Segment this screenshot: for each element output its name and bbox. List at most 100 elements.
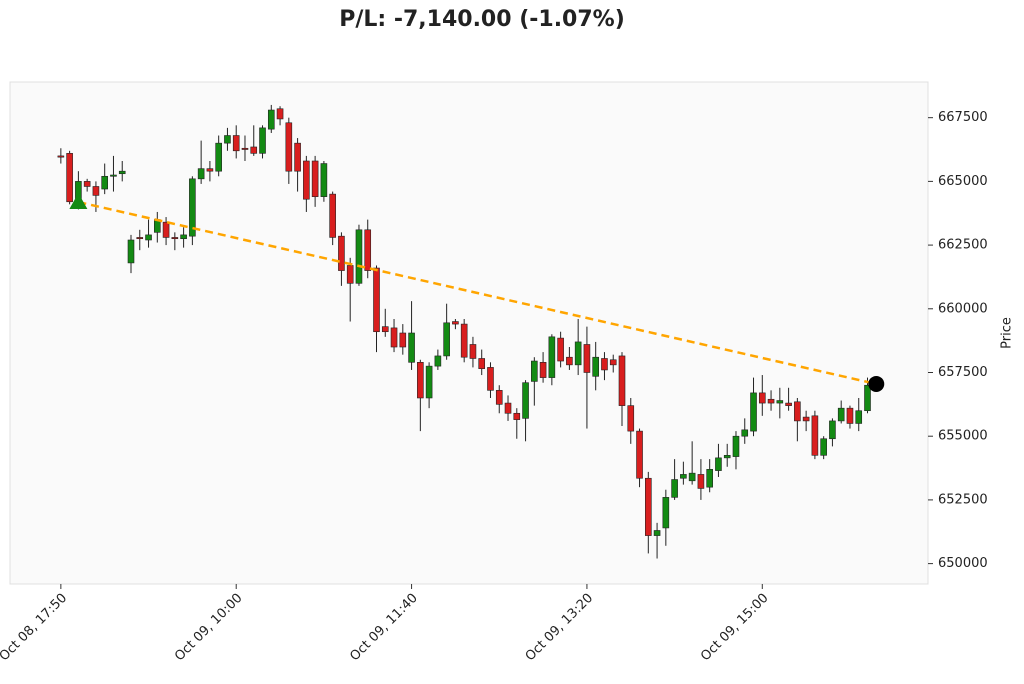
candle-body	[601, 358, 608, 371]
candle-body	[487, 367, 494, 391]
candle-body	[697, 474, 705, 489]
x-tick-label: Oct 09, 10:00	[172, 591, 245, 664]
candle-body	[259, 127, 266, 154]
candle-body	[829, 420, 836, 440]
candle-body	[92, 186, 100, 196]
candle-body	[425, 365, 433, 399]
candle-body	[609, 359, 617, 366]
candle-body	[189, 178, 196, 237]
candle-body	[723, 455, 731, 459]
y-tick-label: 662500	[938, 238, 988, 253]
y-tick-label: 652500	[938, 492, 988, 507]
candle-body	[539, 362, 547, 378]
candle-body	[180, 234, 187, 240]
candle-body	[671, 479, 678, 498]
candle-body	[241, 147, 249, 150]
candle-body	[548, 336, 556, 378]
candle-body	[794, 401, 801, 422]
candle-body	[645, 477, 652, 536]
candle-body	[557, 337, 564, 362]
candle-body	[206, 168, 214, 172]
candle-body	[680, 474, 687, 479]
candle-body	[776, 400, 784, 404]
y-tick-label: 667500	[938, 110, 988, 125]
candle-body	[329, 193, 336, 238]
candle-body	[145, 234, 152, 241]
candle-body	[864, 384, 871, 412]
candle-body	[452, 321, 459, 325]
candle-body	[162, 221, 170, 238]
x-tick-label: Oct 09, 13:20	[523, 591, 596, 664]
candle-body	[820, 438, 827, 456]
candle-body	[267, 109, 275, 130]
candle-body	[338, 235, 345, 271]
y-tick-label: 665000	[938, 174, 988, 189]
candle-body	[390, 327, 398, 348]
x-tick-label: Oct 08, 17:50	[0, 591, 70, 664]
candle-body	[460, 323, 468, 358]
candle-body	[399, 332, 407, 348]
candle-body	[303, 160, 310, 200]
trade-line	[78, 200, 877, 386]
candle-body	[662, 497, 670, 529]
candle-body	[408, 332, 415, 363]
candle-body	[373, 267, 380, 333]
candle-body	[566, 356, 573, 366]
plot-area	[9, 81, 929, 585]
exit-marker	[868, 375, 885, 392]
candle-body	[250, 146, 258, 154]
candle-body	[846, 407, 854, 424]
candle-body	[767, 398, 775, 404]
candle-body	[311, 160, 319, 197]
y-axis-label: Price	[1000, 317, 1015, 349]
candle-body	[758, 392, 766, 404]
candle-body	[320, 163, 328, 197]
candle-body	[346, 265, 354, 284]
candle-body	[171, 237, 179, 240]
candle-body	[855, 410, 863, 424]
candle-body	[618, 355, 626, 406]
candle-body	[574, 341, 582, 366]
candle-body	[750, 392, 757, 432]
candle-body	[802, 416, 810, 422]
y-tick-label: 657500	[938, 365, 988, 380]
y-tick-label: 660000	[938, 301, 988, 316]
candle-body	[118, 170, 126, 175]
candle-body	[215, 142, 222, 172]
candle-body	[364, 229, 372, 271]
candle-body	[434, 355, 442, 367]
candle-body	[66, 153, 73, 203]
x-tick-label: Oct 09, 11:40	[347, 591, 420, 664]
candle-body	[732, 435, 740, 457]
candle-body	[715, 457, 722, 471]
candle-body	[785, 402, 792, 406]
candle-body	[583, 344, 591, 373]
candle-body	[294, 142, 301, 172]
y-tick-label: 650000	[938, 556, 988, 571]
candle-body	[653, 530, 661, 536]
candle-body	[478, 358, 486, 369]
candle-body	[110, 174, 117, 177]
y-tick-label: 655000	[938, 429, 988, 444]
entry-marker	[69, 193, 88, 210]
candle-body	[627, 405, 635, 432]
candle-body	[83, 181, 91, 187]
candle-body	[443, 322, 450, 357]
x-tick-label: Oct 09, 15:00	[698, 591, 771, 664]
candle-body	[592, 356, 599, 377]
candle-body	[688, 472, 696, 482]
candle-body	[504, 402, 512, 414]
candle-body	[197, 168, 205, 180]
candle-body	[136, 237, 144, 240]
candle-body	[355, 229, 363, 284]
candle-body	[811, 415, 819, 456]
candle-body	[531, 360, 538, 382]
candle-body	[741, 429, 749, 437]
candle-body	[232, 135, 240, 152]
candle-body	[513, 412, 521, 420]
candle-body	[57, 155, 65, 158]
candle-body	[706, 469, 713, 488]
candle-body	[127, 239, 135, 264]
candle-body	[522, 382, 529, 419]
